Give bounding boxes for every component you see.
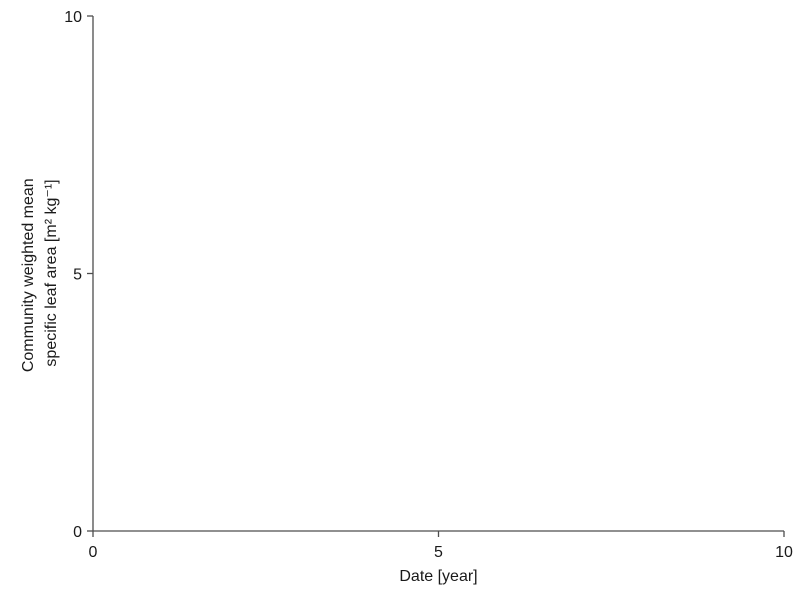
y-axis-title-line-2: specific leaf area [m² kg⁻¹] <box>43 179 60 366</box>
y-tick-label: 0 <box>73 524 82 541</box>
x-axis-ticks: 0 5 10 <box>89 531 793 561</box>
y-tick-label: 10 <box>64 9 82 26</box>
y-axis-title-line-1: Community weighted mean <box>20 178 37 372</box>
x-axis-title: Date [year] <box>399 568 477 585</box>
x-tick-label: 10 <box>775 544 793 561</box>
x-tick-label: 0 <box>89 544 98 561</box>
y-axis-ticks: 0 5 10 <box>64 9 93 541</box>
y-axis-title: Community weighted mean specific leaf ar… <box>20 174 60 372</box>
y-tick-label: 5 <box>73 267 82 284</box>
x-tick-label: 5 <box>434 544 443 561</box>
